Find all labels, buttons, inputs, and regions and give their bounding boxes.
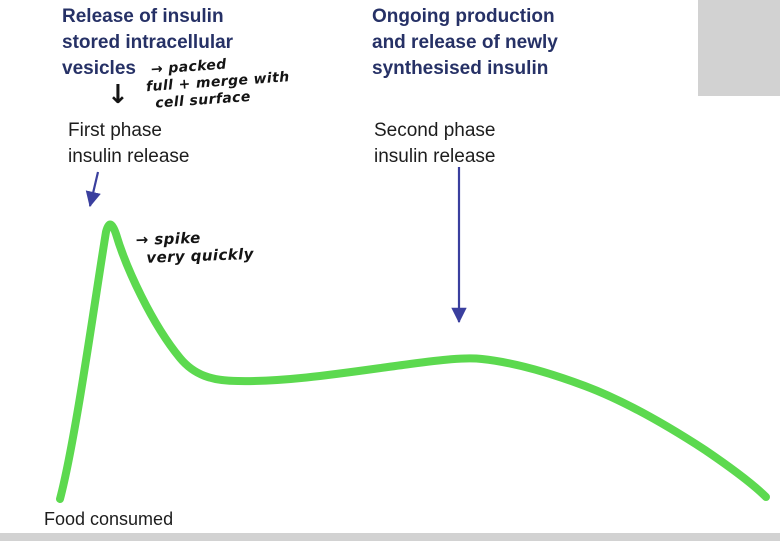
label-food-consumed: Food consumed <box>44 509 174 529</box>
gray-corner-top-right <box>698 0 780 96</box>
header-stored-insulin-line1: Release of insulin <box>62 6 224 27</box>
header-ongoing-production-line1: Ongoing production <box>372 6 555 27</box>
handwritten-vesicle-note: → packed full + merge with cell surface <box>146 52 291 112</box>
handwritten-spike-note: → spike very quickly <box>135 227 254 267</box>
header-stored-insulin-line3: vesicles <box>62 58 136 79</box>
header-ongoing-production-line3: synthesised insulin <box>372 58 549 79</box>
first-phase-arrow-icon <box>85 171 101 208</box>
label-second-phase-line2: insulin release <box>374 146 496 167</box>
header-stored-insulin: Release of insulin stored intracellular … <box>62 4 233 82</box>
label-second-phase-line1: Second phase <box>374 120 496 141</box>
header-stored-insulin-line2: stored intracellular <box>62 32 234 53</box>
header-ongoing-production: Ongoing production and release of newly … <box>372 4 558 82</box>
label-first-phase-line2: insulin release <box>68 146 190 167</box>
label-first-phase-line1: First phase <box>68 120 162 141</box>
label-first-phase: First phase insulin release <box>68 118 189 170</box>
handwritten-down-arrow-icon: ↓ <box>107 80 129 110</box>
handwritten-spike-note-line2: very quickly <box>146 244 255 267</box>
header-ongoing-production-line2: and release of newly <box>372 32 558 53</box>
gray-strip-bottom <box>0 533 780 541</box>
label-second-phase: Second phase insulin release <box>374 118 496 170</box>
